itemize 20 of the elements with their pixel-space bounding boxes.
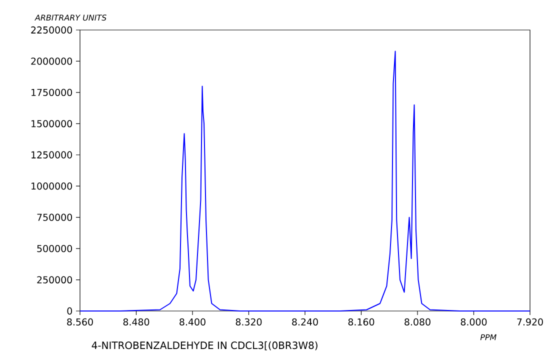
x-tick-label: 8.080 [404, 318, 430, 326]
x-tick-label: 8.320 [236, 318, 262, 326]
y-tick-label: 2250000 [31, 26, 72, 34]
x-tick-label: 8.560 [67, 318, 93, 326]
x-tick-label: 8.240 [292, 318, 318, 326]
y-tick-label: 0 [67, 307, 72, 315]
y-tick-label: 500000 [37, 244, 72, 252]
x-tick-label: 8.400 [180, 318, 206, 326]
x-tick-label: 7.920 [517, 318, 543, 326]
x-tick-label: 8.480 [123, 318, 150, 326]
y-tick-label: 250000 [37, 276, 72, 284]
y-tick-label: 1000000 [32, 182, 72, 190]
x-tick-label: 8.000 [460, 318, 487, 326]
y-tick-label: 1250000 [32, 151, 72, 158]
y-tick-label: 2000000 [31, 58, 72, 65]
x-tick-label: 8.160 [348, 318, 374, 326]
y-tick-label: 1750000 [32, 88, 72, 96]
y-tick-label: 750000 [37, 214, 72, 221]
text: 4-NITROBENZALDEHYDE IN CDCL3[(0BR3W8) [92, 341, 318, 350]
y-tick-label: 1500000 [32, 120, 72, 128]
